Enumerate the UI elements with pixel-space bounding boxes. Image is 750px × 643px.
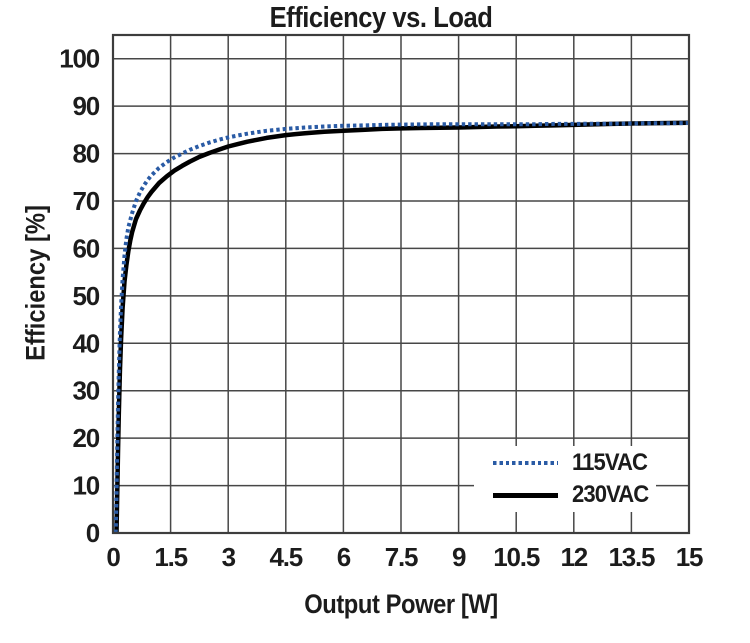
- y-tick-label: 70: [72, 186, 99, 216]
- plot-border: [111, 33, 691, 535]
- legend: 115VAC 230VAC: [474, 446, 656, 512]
- x-tick-label: 1.5: [154, 542, 187, 572]
- x-axis-label: Output Power [W]: [304, 589, 498, 619]
- x-tick-label: 13.5: [608, 542, 655, 572]
- y-tick-label: 10: [72, 471, 99, 501]
- x-tick-label: 4.5: [270, 542, 303, 572]
- x-tick-label: 10.5: [493, 542, 540, 572]
- y-tick-label: 60: [72, 233, 99, 263]
- y-tick-label: 30: [72, 376, 99, 406]
- y-tick-label: 20: [72, 423, 99, 453]
- legend-item-230vac: 230VAC: [474, 480, 656, 510]
- series-line-115vac: [113, 121, 690, 534]
- x-tick-label: 0: [106, 542, 120, 572]
- legend-item-115vac: 115VAC: [474, 448, 656, 478]
- series-line-230vac: [114, 120, 690, 534]
- y-tick-label: 80: [72, 139, 99, 169]
- y-tick-label: 100: [59, 44, 100, 74]
- dotted-line-sample: [493, 461, 558, 465]
- y-tick-label: 90: [72, 91, 99, 121]
- chart-title: Efficiency vs. Load: [269, 2, 493, 34]
- y-tick-label: 50: [72, 281, 99, 311]
- y-tick-label: 40: [72, 328, 99, 358]
- y-tick-label: 0: [86, 518, 100, 548]
- legend-label-115vac: 115VAC: [572, 449, 648, 476]
- legend-label-230vac: 230VAC: [572, 481, 649, 508]
- x-tick-label: 6: [337, 542, 351, 572]
- x-tick-label: 3: [222, 542, 236, 572]
- x-tick-label: 7.5: [385, 542, 418, 572]
- x-tick-label: 9: [452, 542, 466, 572]
- x-tick-label: 12: [561, 542, 588, 572]
- x-tick-label: 15: [676, 542, 703, 572]
- solid-line-sample: [493, 492, 558, 498]
